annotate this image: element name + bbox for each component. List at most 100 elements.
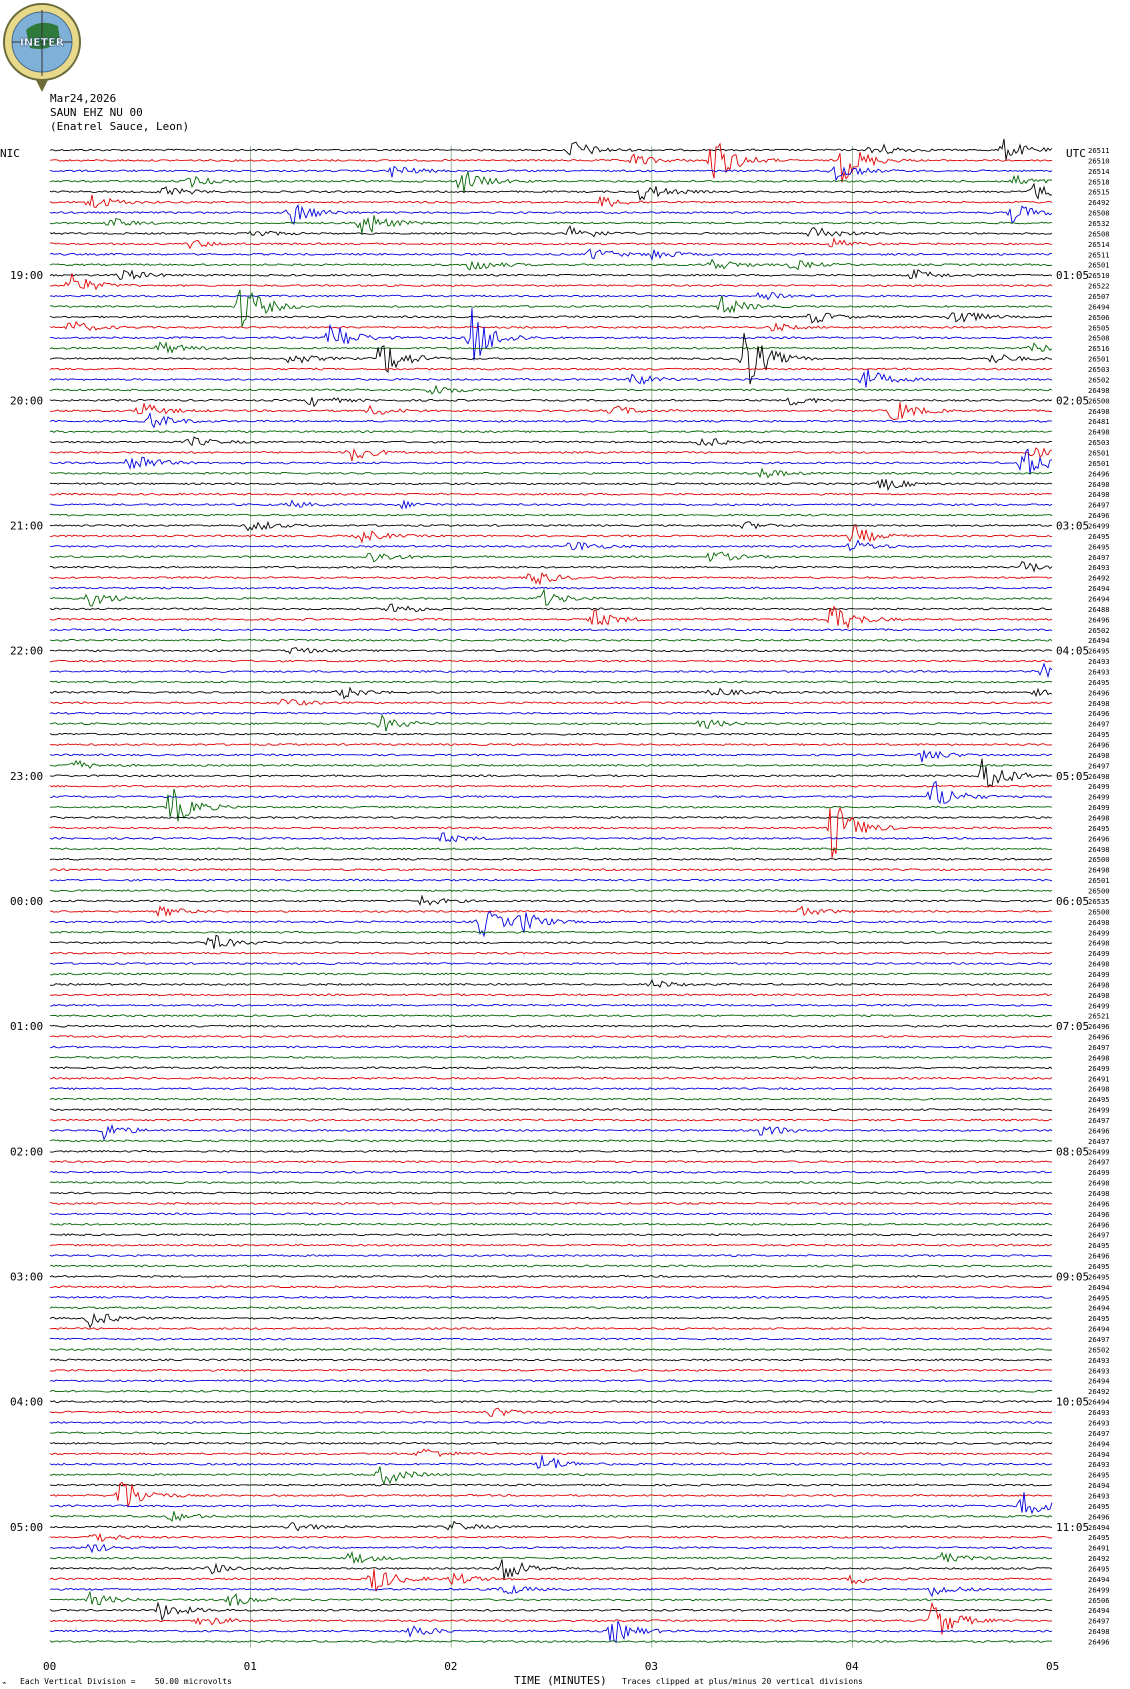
trace-offset-label-132: 26494 [1088, 1523, 1110, 1532]
seismic-trace-61 [49, 784, 1053, 788]
trace-offset-label-128: 26494 [1088, 1481, 1110, 1490]
trace-offset-label-8: 26508 [1088, 229, 1110, 238]
trace-offset-label-129: 26493 [1088, 1491, 1110, 1500]
seismic-trace-95 [49, 1139, 1053, 1143]
trace-offset-label-85: 26496 [1088, 1033, 1110, 1042]
logo-text: INETER [20, 36, 65, 49]
seismic-trace-84 [49, 1024, 1053, 1028]
seismic-trace-32 [49, 479, 1053, 492]
trace-offset-label-6: 26508 [1088, 209, 1110, 218]
trace-offset-label-37: 26495 [1088, 532, 1110, 541]
trace-offset-label-89: 26491 [1088, 1074, 1110, 1083]
seismic-trace-124 [49, 1441, 1053, 1445]
trace-offset-label-26: 26481 [1088, 417, 1110, 426]
seismic-trace-52 [49, 686, 1053, 700]
seismic-trace-69 [49, 868, 1053, 872]
trace-offset-label-47: 26494 [1088, 636, 1110, 645]
seismic-trace-30 [49, 448, 1053, 475]
right-time-label-3: 04:05 [1056, 645, 1089, 658]
trace-offset-label-88: 26499 [1088, 1064, 1110, 1073]
header-station: SAUN EHZ NU 00 [50, 106, 143, 119]
seismic-trace-17 [49, 320, 1053, 332]
trace-offset-label-27: 26498 [1088, 428, 1110, 437]
trace-offset-label-11: 26501 [1088, 261, 1110, 270]
seismic-trace-122 [49, 1421, 1053, 1424]
right-time-label-6: 07:05 [1056, 1020, 1089, 1033]
trace-offset-label-12: 26510 [1088, 271, 1110, 280]
seismic-trace-86 [49, 1045, 1053, 1049]
scale-note: Each Vertical Division = 50.00 microvolt… [20, 1677, 232, 1686]
seismic-trace-98 [49, 1170, 1053, 1174]
trace-offset-label-30: 26501 [1088, 459, 1110, 468]
seismic-trace-116 [49, 1358, 1053, 1362]
trace-offset-label-106: 26496 [1088, 1252, 1110, 1261]
seismic-trace-94 [49, 1123, 1053, 1141]
seismic-trace-120 [49, 1400, 1053, 1404]
trace-offset-label-105: 26495 [1088, 1241, 1110, 1250]
trace-offset-label-36: 26499 [1088, 521, 1110, 530]
trace-offset-label-61: 26499 [1088, 782, 1110, 791]
ineter-logo: INETER [0, 0, 86, 92]
trace-offset-label-25: 26498 [1088, 407, 1110, 416]
seismic-trace-128 [49, 1483, 1053, 1487]
seismic-trace-127 [50, 1466, 1053, 1486]
trace-offset-label-70: 26501 [1088, 876, 1110, 885]
seismic-trace-26 [49, 411, 1053, 429]
seismic-trace-77 [49, 951, 1053, 955]
x-tick-label-3: 03 [645, 1660, 658, 1673]
seismic-trace-21 [49, 367, 1053, 371]
seismic-trace-114 [49, 1337, 1052, 1341]
trace-offset-label-99: 26498 [1088, 1179, 1110, 1188]
trace-offset-label-22: 26502 [1088, 375, 1110, 384]
trace-offset-label-93: 26497 [1088, 1116, 1110, 1125]
seismic-trace-10 [49, 248, 1053, 261]
right-time-label-2: 03:05 [1056, 519, 1089, 532]
trace-offset-label-134: 26491 [1088, 1544, 1110, 1553]
trace-offset-label-63: 26499 [1088, 803, 1110, 812]
trace-offset-label-73: 26500 [1088, 907, 1110, 916]
trace-offset-label-112: 26495 [1088, 1314, 1110, 1323]
header-date: Mar24,2026 [50, 92, 117, 105]
seismic-trace-36 [49, 520, 1053, 532]
seismic-trace-68 [49, 857, 1053, 861]
trace-offset-label-80: 26498 [1088, 980, 1110, 989]
seismic-trace-99 [49, 1181, 1053, 1185]
trace-offset-label-5: 26492 [1088, 198, 1110, 207]
trace-offset-label-137: 26494 [1088, 1575, 1110, 1584]
left-time-label-7: 02:00 [10, 1145, 43, 1158]
seismic-trace-81 [49, 993, 1053, 997]
trace-offset-label-100: 26498 [1088, 1189, 1110, 1198]
seismic-trace-117 [50, 1368, 1052, 1372]
x-tick-label-4: 04 [845, 1660, 859, 1673]
left-time-label-0: 19:00 [10, 269, 43, 282]
seismic-trace-103 [49, 1222, 1053, 1226]
trace-offset-label-71: 26500 [1088, 887, 1110, 896]
seismic-trace-90 [49, 1087, 1053, 1091]
trace-offset-label-95: 26497 [1088, 1137, 1110, 1146]
trace-offset-label-17: 26505 [1088, 323, 1110, 332]
trace-offset-label-62: 26499 [1088, 793, 1110, 802]
axis-labels: 2651126510265142651826515264922650826532… [10, 146, 1110, 1673]
trace-offset-label-72: 26535 [1088, 897, 1110, 906]
right-time-label-7: 08:05 [1056, 1145, 1089, 1158]
seismic-trace-113 [49, 1327, 1053, 1331]
trace-offset-label-58: 26498 [1088, 751, 1110, 760]
seismic-trace-92 [49, 1108, 1053, 1112]
trace-offset-label-46: 26502 [1088, 626, 1110, 635]
seismic-trace-82 [49, 1003, 1053, 1007]
seismic-trace-70 [49, 878, 1053, 882]
trace-offset-label-123: 26497 [1088, 1429, 1110, 1438]
trace-offset-label-28: 26503 [1088, 438, 1110, 447]
trace-offset-label-69: 26498 [1088, 866, 1110, 875]
trace-offset-label-23: 26498 [1088, 386, 1110, 395]
trace-offset-label-20: 26501 [1088, 355, 1110, 364]
corner-mark: ⌁ [2, 1679, 6, 1687]
trace-offset-label-130: 26495 [1088, 1502, 1110, 1511]
left-time-label-8: 03:00 [10, 1270, 43, 1283]
seismic-trace-75 [49, 930, 1053, 934]
seismic-trace-50 [49, 662, 1053, 679]
seismic-trace-139 [49, 1590, 1053, 1607]
trace-offset-label-21: 26503 [1088, 365, 1110, 374]
trace-offset-label-77: 26499 [1088, 949, 1110, 958]
trace-offset-label-34: 26497 [1088, 501, 1110, 510]
